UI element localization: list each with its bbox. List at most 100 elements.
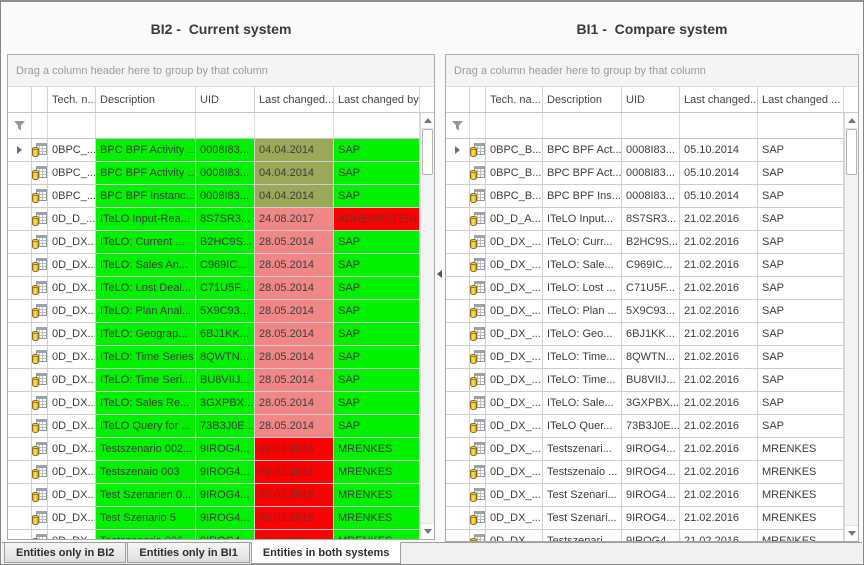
table-row[interactable]: 0D_DX_... Testszenari... 9IROG4... 21.02.20… xyxy=(446,438,844,461)
row-indicator-cell[interactable] xyxy=(8,323,32,346)
last-changed-cell[interactable]: 28.05.2014 xyxy=(255,415,334,438)
last-changed-by-cell[interactable]: SAP xyxy=(758,300,844,323)
column-header[interactable]: UID xyxy=(196,87,255,112)
filter-input-cell[interactable] xyxy=(622,113,680,138)
description-cell[interactable]: ITeLO Quer... xyxy=(543,415,622,438)
last-changed-by-cell[interactable]: SAP xyxy=(758,254,844,277)
uid-cell[interactable]: 9IROG4... xyxy=(196,507,255,530)
column-header[interactable]: UID xyxy=(622,87,680,112)
last-changed-cell[interactable]: 04.04.2014 xyxy=(255,162,334,185)
last-changed-cell[interactable]: 24.08.2017 xyxy=(255,208,334,231)
column-header[interactable]: Last changed by xyxy=(334,87,420,112)
uid-cell[interactable]: 8QWTN... xyxy=(622,346,680,369)
column-header[interactable]: Description xyxy=(96,87,196,112)
row-indicator-cell[interactable] xyxy=(446,530,470,541)
filter-input-cell[interactable] xyxy=(543,113,622,138)
uid-cell[interactable]: B2HC9S... xyxy=(622,231,680,254)
tab-entities-only-in-bi1[interactable]: Entities only in BI1 xyxy=(127,543,250,563)
tech-name-cell[interactable]: 0D_DX_... xyxy=(486,231,543,254)
last-changed-by-cell[interactable]: SAP xyxy=(758,415,844,438)
tech-name-cell[interactable]: 0BPC_B... xyxy=(486,185,543,208)
last-changed-by-cell[interactable]: SAP xyxy=(334,231,420,254)
uid-cell[interactable]: 0008I83... xyxy=(622,139,680,162)
uid-cell[interactable]: 3GXPBX... xyxy=(196,392,255,415)
description-cell[interactable]: Testszenari... xyxy=(543,530,622,541)
row-indicator-cell[interactable] xyxy=(8,300,32,323)
tech-name-cell[interactable]: 0D_DX_... xyxy=(486,392,543,415)
column-header[interactable]: Last changed... xyxy=(680,87,758,112)
tech-name-cell[interactable]: 0D_DX... xyxy=(48,415,96,438)
tech-name-cell[interactable]: 0D_DX_... xyxy=(486,254,543,277)
last-changed-cell[interactable]: 21.02.2016 xyxy=(680,346,758,369)
last-changed-cell[interactable]: 28.05.2014 xyxy=(255,346,334,369)
table-row[interactable]: 0D_DX... Testszenario 002... 9IROG4... 02.0… xyxy=(8,438,420,461)
filter-input-cell[interactable] xyxy=(680,113,758,138)
tech-name-cell[interactable]: 0D_DX_... xyxy=(486,461,543,484)
last-changed-cell[interactable]: 21.02.2016 xyxy=(680,277,758,300)
filter-input-cell[interactable] xyxy=(255,113,334,138)
last-changed-by-cell[interactable]: MRENKES xyxy=(758,507,844,530)
last-changed-by-cell[interactable]: SAP xyxy=(758,185,844,208)
row-indicator-cell[interactable] xyxy=(446,185,470,208)
table-row[interactable]: 0D_DX_... ITeLO: Curr... B2HC9S... 21.02.20… xyxy=(446,231,844,254)
table-row[interactable]: 0D_DX_... ITeLO: Sale... 3GXPBX... 21.02.20… xyxy=(446,392,844,415)
uid-cell[interactable]: 0008I83... xyxy=(196,162,255,185)
row-indicator-cell[interactable] xyxy=(8,208,32,231)
last-changed-cell[interactable]: 21.02.2016 xyxy=(680,208,758,231)
tech-name-cell[interactable]: 0D_DX_... xyxy=(486,369,543,392)
filter-input-cell[interactable] xyxy=(48,113,96,138)
last-changed-cell[interactable]: 02.02.2016 xyxy=(255,438,334,461)
last-changed-by-cell[interactable]: SAP xyxy=(334,346,420,369)
uid-cell[interactable]: C969IC... xyxy=(196,254,255,277)
description-cell[interactable]: Test Szenarien 0... xyxy=(96,484,196,507)
description-cell[interactable]: BPC BPF Instanc... xyxy=(96,185,196,208)
last-changed-by-cell[interactable]: SAP xyxy=(334,277,420,300)
table-row[interactable]: 0D_DX_... Test Szenari... 9IROG4... 21.02.2… xyxy=(446,484,844,507)
last-changed-by-cell[interactable]: SAP xyxy=(758,139,844,162)
last-changed-cell[interactable]: 04.04.2014 xyxy=(255,185,334,208)
last-changed-cell[interactable]: 21.02.2016 xyxy=(680,438,758,461)
description-cell[interactable]: ITeLO: Geo... xyxy=(543,323,622,346)
filter-input-cell[interactable] xyxy=(334,113,420,138)
last-changed-by-cell[interactable]: SAP xyxy=(334,392,420,415)
table-row[interactable]: 0D_DX_... ITeLO: Time... BU8VIIJ... 21.02.2… xyxy=(446,369,844,392)
row-indicator-cell[interactable] xyxy=(8,346,32,369)
last-changed-cell[interactable]: 02.02.2016 xyxy=(255,484,334,507)
description-cell[interactable]: ITeLO Input-Rea... xyxy=(96,208,196,231)
uid-cell[interactable]: 9IROG4... xyxy=(196,438,255,461)
last-changed-by-cell[interactable]: SAP xyxy=(334,254,420,277)
table-row[interactable]: 0D_DX... Test Szenario 5 9IROG4... 02.02.20… xyxy=(8,507,420,530)
tech-name-cell[interactable]: 0D_DX... xyxy=(48,277,96,300)
filter-button-cell[interactable] xyxy=(446,113,470,138)
last-changed-cell[interactable]: 05.10.2014 xyxy=(680,162,758,185)
uid-cell[interactable]: BU8VIIJ... xyxy=(622,369,680,392)
table-row[interactable]: 0D_DX_... Test Szenari... 9IROG4... 21.02.2… xyxy=(446,507,844,530)
filter-input-cell[interactable] xyxy=(470,113,486,138)
row-indicator-cell[interactable] xyxy=(8,415,32,438)
row-indicator-cell[interactable] xyxy=(446,139,470,162)
last-changed-by-cell[interactable]: SAP xyxy=(334,323,420,346)
row-indicator-cell[interactable] xyxy=(446,300,470,323)
last-changed-cell[interactable]: 02.02.2016 xyxy=(255,507,334,530)
description-cell[interactable]: ITeLO: Time... xyxy=(543,369,622,392)
table-row[interactable]: 0BPC_B... BPC BPF Act... 0008I83... 05.10.2… xyxy=(446,139,844,162)
row-indicator-cell[interactable] xyxy=(446,484,470,507)
last-changed-by-cell[interactable]: SAP xyxy=(758,162,844,185)
description-cell[interactable]: ITeLO: Time Seri... xyxy=(96,369,196,392)
tech-name-cell[interactable]: 0D_DX_... xyxy=(486,300,543,323)
tech-name-cell[interactable]: 0D_DX_... xyxy=(486,415,543,438)
last-changed-cell[interactable]: 28.05.2014 xyxy=(255,323,334,346)
uid-cell[interactable]: 9IROG4... xyxy=(196,530,255,539)
uid-cell[interactable]: 8S7SR3... xyxy=(196,208,255,231)
uid-cell[interactable]: 8QWTN... xyxy=(196,346,255,369)
row-indicator-cell[interactable] xyxy=(8,507,32,530)
uid-cell[interactable]: B2HC9S... xyxy=(196,231,255,254)
table-row[interactable]: 0D_D_A... ITeLO Input... 8S7SR3... 21.02.20… xyxy=(446,208,844,231)
uid-cell[interactable]: 9IROG4... xyxy=(622,461,680,484)
table-row[interactable]: 0D_DX_... ITeLO: Lost ... C71U5F... 21.02.2… xyxy=(446,277,844,300)
table-row[interactable]: 0D_DX... ITeLO Query for ... 73B3J0E... 28.… xyxy=(8,415,420,438)
table-row[interactable]: 0BPC_... BPC BPF Instanc... 0008I83... 04.0… xyxy=(8,185,420,208)
filter-input-cell[interactable] xyxy=(486,113,543,138)
tech-name-cell[interactable]: 0BPC_B... xyxy=(486,139,543,162)
last-changed-by-cell[interactable]: SAP xyxy=(334,300,420,323)
